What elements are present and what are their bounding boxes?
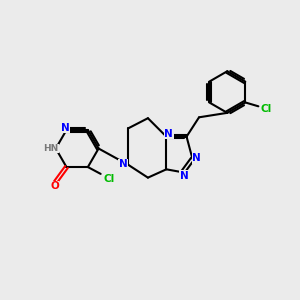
Text: N: N [61, 123, 69, 133]
Text: HN: HN [43, 144, 58, 153]
Text: Cl: Cl [103, 174, 114, 184]
Text: N: N [192, 153, 201, 163]
Text: N: N [164, 129, 173, 139]
Text: Cl: Cl [260, 104, 272, 114]
Text: N: N [180, 171, 189, 181]
Text: O: O [50, 181, 59, 191]
Text: N: N [118, 159, 127, 169]
